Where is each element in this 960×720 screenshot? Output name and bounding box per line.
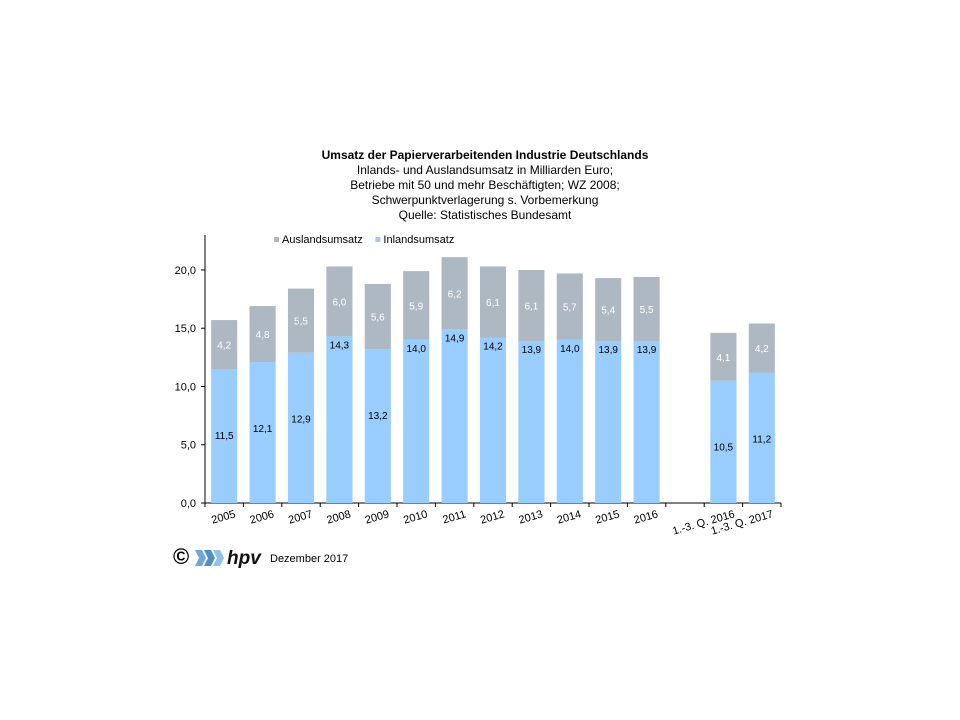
- data-label-auslandsumsatz: 6,2: [448, 289, 462, 300]
- data-label-auslandsumsatz: 5,5: [294, 317, 308, 328]
- bar-inlandsumsatz: [211, 369, 238, 503]
- y-tick-label: 0,0: [181, 498, 196, 510]
- chart-titles: Umsatz der Papierverarbeitenden Industri…: [185, 148, 785, 223]
- bar-auslandsumsatz: [595, 278, 622, 342]
- data-label-inlandsumsatz: 11,2: [752, 434, 771, 445]
- data-label-auslandsumsatz: 6,1: [486, 298, 500, 309]
- stacked-bar-chart: 0,0 5,0 10,0 15,0 20,0 11,5 4,2 2005 12,1 4,8 2006…: [175, 234, 782, 538]
- bar-inlandsumsatz: [710, 380, 737, 503]
- x-tick-label: 2009: [364, 508, 391, 526]
- y-tick-label: 5,0: [181, 440, 196, 452]
- data-label-inlandsumsatz: 13,9: [522, 345, 542, 356]
- data-label-inlandsumsatz: 13,9: [637, 345, 657, 356]
- copyright-icon: ©: [173, 544, 190, 569]
- data-label-auslandsumsatz: 4,2: [755, 344, 769, 355]
- legend-swatch-inlandsumsatz: [375, 237, 381, 242]
- data-label-auslandsumsatz: 6,0: [332, 297, 346, 308]
- hpv-logo-icon: hpv: [195, 548, 262, 569]
- bar-inlandsumsatz: [479, 337, 507, 503]
- chart-subtitle-1: Inlands- und Auslandsumsatz in Milliarde…: [356, 163, 614, 177]
- hpv-logo-text: hpv: [227, 548, 262, 569]
- bar-auslandsumsatz: [364, 283, 391, 350]
- chart-subtitle-2: Betriebe mit 50 und mehr Beschäftigten; …: [350, 178, 620, 192]
- bar-auslandsumsatz: [211, 320, 238, 369]
- data-label-inlandsumsatz: 12,1: [253, 424, 273, 435]
- data-label-auslandsumsatz: 4,8: [256, 330, 270, 341]
- bar-inlandsumsatz: [364, 349, 391, 503]
- x-tick-label: 2014: [556, 508, 583, 526]
- data-label-auslandsumsatz: 4,1: [716, 353, 730, 364]
- bar-inlandsumsatz: [441, 329, 468, 503]
- bar-inlandsumsatz: [326, 336, 353, 503]
- chart-subtitle-3: Schwerpunktverlagerung s. Vorbemerkung: [371, 193, 599, 207]
- x-tick-label: 2011: [441, 508, 467, 526]
- bar-auslandsumsatz: [441, 257, 468, 330]
- x-tick-label: 2010: [402, 508, 429, 526]
- data-label-inlandsumsatz: 14,3: [330, 340, 350, 351]
- data-label-auslandsumsatz: 5,5: [640, 305, 654, 316]
- bar-auslandsumsatz: [518, 269, 545, 342]
- x-tick-label: 2005: [210, 508, 237, 526]
- chart-title: Umsatz der Papierverarbeitenden Industri…: [321, 148, 649, 162]
- bar-auslandsumsatz: [249, 306, 276, 363]
- x-tick-label: 2013: [517, 508, 544, 526]
- bar-inlandsumsatz: [633, 341, 660, 503]
- y-tick-label: 15,0: [175, 323, 196, 335]
- x-tick-label: 2006: [249, 508, 276, 526]
- bar-inlandsumsatz: [287, 352, 315, 503]
- bar-auslandsumsatz: [710, 332, 737, 381]
- bar-inlandsumsatz: [595, 341, 622, 503]
- bar-auslandsumsatz: [479, 266, 507, 338]
- y-tick-label: 10,0: [175, 381, 196, 393]
- x-tick-label: 2015: [594, 508, 621, 526]
- bar-auslandsumsatz: [287, 288, 315, 353]
- bar-auslandsumsatz: [748, 323, 775, 373]
- data-label-inlandsumsatz: 14,2: [483, 342, 503, 353]
- data-label-inlandsumsatz: 10,5: [714, 443, 734, 454]
- bar-inlandsumsatz: [518, 341, 545, 503]
- x-tick-label: 2012: [479, 508, 506, 526]
- bar-auslandsumsatz: [633, 276, 660, 342]
- data-label-inlandsumsatz: 12,9: [291, 415, 311, 426]
- data-label-inlandsumsatz: 14,9: [445, 333, 465, 344]
- legend-label-inlandsumsatz: Inlandsumsatz: [383, 234, 454, 246]
- bar-auslandsumsatz: [403, 271, 430, 340]
- data-label-auslandsumsatz: 4,2: [217, 341, 231, 352]
- data-label-inlandsumsatz: 11,5: [215, 431, 234, 442]
- bar-inlandsumsatz: [249, 362, 276, 503]
- data-label-auslandsumsatz: 5,9: [409, 301, 423, 312]
- legend-swatch-auslandsumsatz: [274, 237, 279, 242]
- bar-inlandsumsatz: [748, 372, 775, 503]
- chart-subtitle-4: Quelle: Statistisches Bundesamt: [398, 208, 572, 222]
- legend-label-auslandsumsatz: Auslandsumsatz: [282, 234, 363, 246]
- data-label-auslandsumsatz: 5,7: [563, 303, 577, 314]
- x-tick-label: 2016: [633, 508, 660, 526]
- data-label-inlandsumsatz: 14,0: [560, 344, 580, 355]
- x-tick-label: 2007: [287, 508, 314, 526]
- data-label-inlandsumsatz: 14,0: [406, 344, 426, 355]
- data-label-auslandsumsatz: 5,4: [601, 306, 615, 317]
- bar-inlandsumsatz: [556, 339, 583, 503]
- data-label-auslandsumsatz: 5,6: [371, 313, 385, 324]
- bar-auslandsumsatz: [556, 273, 583, 340]
- bar-inlandsumsatz: [403, 339, 430, 503]
- x-tick-label: 2008: [325, 508, 352, 526]
- footer-date: Dezember 2017: [270, 553, 349, 565]
- y-tick-label: 20,0: [175, 265, 196, 277]
- data-label-inlandsumsatz: 13,9: [598, 345, 618, 356]
- bar-auslandsumsatz: [326, 266, 353, 337]
- data-label-auslandsumsatz: 6,1: [524, 301, 538, 312]
- data-label-inlandsumsatz: 13,2: [368, 411, 388, 422]
